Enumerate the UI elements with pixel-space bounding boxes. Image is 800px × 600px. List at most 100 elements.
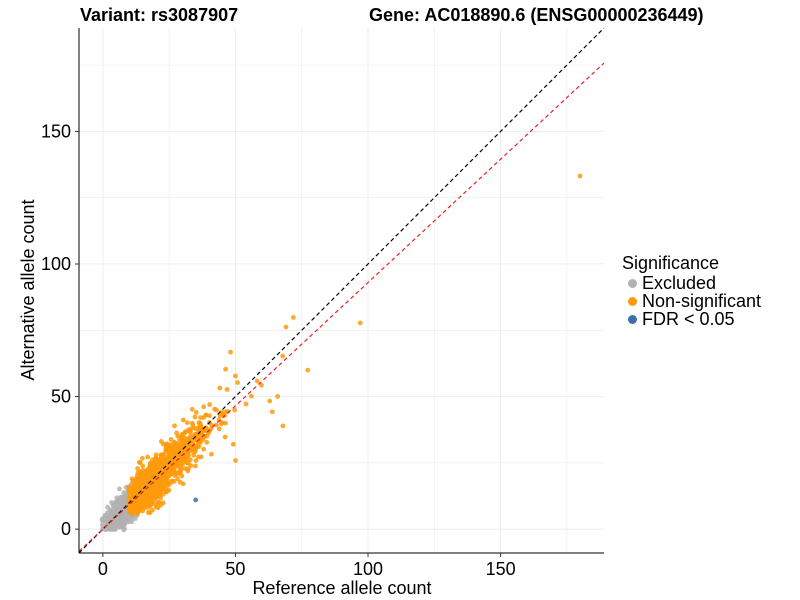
grid-lines: [79, 28, 604, 553]
point-non-significant: [201, 404, 207, 410]
point-non-significant: [164, 442, 169, 448]
legend-title: Significance: [622, 253, 720, 273]
point-non-significant: [142, 500, 148, 506]
point-non-significant: [129, 490, 134, 496]
point-non-significant: [172, 423, 177, 429]
legend-item-excluded: Excluded: [622, 274, 761, 292]
point-non-significant: [290, 314, 296, 320]
point-non-significant: [126, 487, 132, 492]
point-non-significant: [134, 487, 140, 492]
point-non-significant: [134, 473, 140, 479]
point-fdr-0-05: [193, 497, 199, 503]
point-non-significant: [164, 463, 170, 469]
point-non-significant: [155, 479, 161, 484]
point-non-significant: [189, 406, 195, 412]
legend: Significance Excluded Non-significant FD…: [622, 252, 761, 328]
point-excluded: [119, 522, 125, 527]
x-axis-label: Reference allele count: [252, 578, 431, 598]
point-non-significant: [177, 437, 182, 443]
point-non-significant: [155, 505, 161, 511]
point-non-significant: [305, 367, 311, 373]
point-non-significant: [166, 481, 172, 487]
legend-key-fdr: [628, 314, 637, 324]
point-non-significant: [577, 173, 583, 179]
point-non-significant: [135, 495, 141, 500]
point-non-significant: [150, 465, 156, 471]
x-tick-label: 150: [486, 559, 516, 579]
point-non-significant: [259, 382, 264, 388]
point-non-significant: [143, 476, 149, 482]
reference-line-identity: [78, 27, 605, 554]
point-non-significant: [184, 460, 190, 466]
point-non-significant: [216, 426, 222, 432]
legend-key-non-significant: [628, 296, 637, 306]
point-non-significant: [154, 460, 160, 466]
point-non-significant: [158, 461, 164, 466]
point-non-significant: [201, 446, 207, 452]
point-non-significant: [219, 420, 225, 425]
point-excluded: [117, 486, 122, 492]
point-non-significant: [147, 460, 153, 466]
point-non-significant: [153, 486, 159, 492]
point-non-significant: [140, 471, 146, 477]
point-non-significant: [145, 454, 151, 460]
y-tick-label: 100: [41, 254, 71, 274]
point-excluded: [106, 515, 111, 521]
point-non-significant: [150, 507, 155, 513]
point-non-significant: [193, 444, 199, 449]
point-excluded: [116, 518, 122, 524]
point-excluded: [103, 519, 109, 525]
point-non-significant: [182, 429, 188, 435]
point-non-significant: [191, 452, 197, 458]
point-excluded: [109, 500, 114, 505]
reference-lines: [78, 27, 605, 554]
point-non-significant: [171, 449, 177, 455]
point-non-significant: [187, 426, 193, 432]
point-non-significant: [196, 420, 202, 426]
legend-label-fdr: FDR < 0.05: [642, 309, 735, 329]
point-non-significant: [167, 450, 172, 456]
point-non-significant: [168, 455, 174, 460]
variant-title: Variant: rs3087907: [80, 5, 239, 25]
point-non-significant: [137, 459, 142, 465]
point-non-significant: [159, 486, 165, 492]
point-non-significant: [224, 386, 230, 392]
point-non-significant: [223, 366, 228, 372]
point-non-significant: [137, 505, 143, 511]
point-non-significant: [193, 409, 199, 415]
legend-item-fdr: FDR < 0.05: [622, 310, 761, 328]
point-non-significant: [145, 497, 151, 503]
y-tick-label: 0: [61, 519, 71, 539]
point-excluded: [126, 518, 132, 524]
x-tick-label: 0: [98, 559, 108, 579]
point-non-significant: [172, 441, 177, 446]
y-tick-label: 150: [41, 121, 71, 141]
reference-line-fit: [78, 62, 605, 552]
point-non-significant: [223, 409, 228, 415]
point-non-significant: [132, 502, 138, 508]
point-excluded: [118, 494, 124, 500]
point-excluded: [102, 513, 108, 518]
point-non-significant: [196, 454, 201, 460]
point-non-significant: [269, 409, 275, 415]
legend-label-excluded: Excluded: [642, 273, 717, 293]
point-non-significant: [198, 439, 203, 445]
series-non-significant: [126, 173, 583, 517]
point-non-significant: [163, 489, 169, 495]
tick-labels: 0 50 100 150 0 50 100 150: [41, 121, 516, 579]
point-non-significant: [135, 466, 140, 471]
gene-title: Gene: AC018890.6 (ENSG00000236449): [369, 5, 704, 25]
point-non-significant: [185, 454, 190, 460]
point-non-significant: [280, 423, 286, 429]
point-non-significant: [175, 433, 181, 439]
point-excluded: [100, 522, 105, 527]
point-non-significant: [184, 446, 190, 452]
y-tick-label: 50: [51, 387, 71, 407]
point-non-significant: [143, 491, 149, 497]
point-non-significant: [280, 353, 286, 359]
point-non-significant: [132, 510, 138, 516]
point-non-significant: [192, 463, 198, 469]
point-excluded: [107, 526, 113, 532]
point-non-significant: [183, 466, 188, 471]
